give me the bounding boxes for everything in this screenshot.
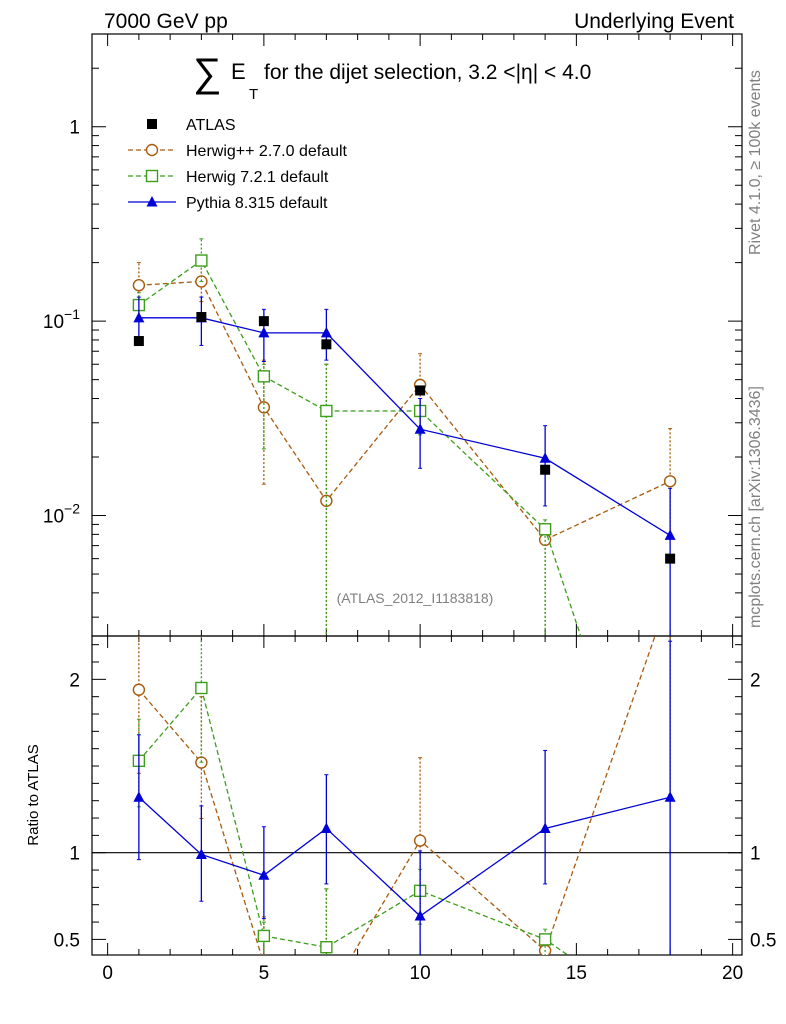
mcplots-label: mcplots.cern.ch [arXiv:1306.3436] <box>747 386 764 628</box>
x-tick-label: 15 <box>566 963 587 984</box>
data-point-atlas <box>540 464 551 475</box>
x-tick-label: 20 <box>722 963 743 984</box>
x-tick-label: 5 <box>259 963 270 984</box>
x-tick-label: 0 <box>102 963 113 984</box>
legend-label-herwig-2-7-0-default: Herwig++ 2.7.0 default <box>186 143 348 160</box>
y-tick-label-ratio: 0.5 <box>54 930 80 951</box>
ratio-axis-label: Ratio to ATLAS <box>25 744 42 845</box>
data-point-herwig-2-7-0-default <box>132 279 146 292</box>
y-tick-label-base: 10 <box>43 507 64 528</box>
ratio-point-pythia-8-315-default <box>664 791 676 802</box>
legend: ATLAS Herwig++ 2.7.0 default Herwig 7.2.1 … <box>128 117 348 212</box>
ratio-line-herwig-2-7-0-default <box>138 636 656 955</box>
chart-marks <box>92 238 742 1024</box>
data-point-atlas <box>321 339 332 350</box>
title-t-subscript: T <box>249 86 258 103</box>
ratio-point-herwig-2-7-0-default <box>413 834 427 847</box>
y-tick-label-ratio-right: 1 <box>750 844 761 865</box>
plot-frames <box>91 33 743 956</box>
y-tick-label-exponent: −2 <box>64 501 80 517</box>
process-label: Underlying Event <box>574 10 734 33</box>
legend-label-herwig-7-2-1-default: Herwig 7.2.1 default <box>186 169 329 186</box>
title-text: for the dijet selection, 3.2 <|η| < 4.0 <box>264 61 591 84</box>
data-point-atlas <box>258 316 269 327</box>
legend-marker-atlas <box>147 119 157 129</box>
legend-marker-pythia-8-315-default <box>146 196 158 207</box>
plot-title: ∑ E T for the dijet selection, 3.2 <|η| … <box>193 51 591 103</box>
title-sum-symbol: ∑ <box>193 51 222 95</box>
legend-marker-herwig-7-2-1-default <box>145 169 159 183</box>
series-line-herwig-2-7-0-default <box>138 280 671 541</box>
legend-marker-herwig-2-7-0-default <box>145 143 159 157</box>
ratio-point-herwig-2-7-0-default <box>321 993 332 1004</box>
y-tick-label-exponent: −1 <box>64 306 80 322</box>
energy-label: 7000 GeV pp <box>104 10 228 33</box>
ratio-point-herwig-7-2-1-default <box>195 681 208 695</box>
title-e-symbol: E <box>231 59 246 84</box>
data-point-atlas <box>196 312 207 323</box>
legend-label-atlas: ATLAS <box>186 117 236 134</box>
ratio-point-herwig-7-2-1-default <box>257 929 271 943</box>
ratio-point-herwig-2-7-0-default <box>132 683 146 696</box>
ratio-point-pythia-8-315-default <box>320 822 332 833</box>
data-point-pythia-8-315-default <box>539 452 551 463</box>
data-point-atlas <box>415 385 426 396</box>
data-point-atlas <box>665 553 676 564</box>
y-tick-label-ratio: 1 <box>69 844 80 865</box>
y-tick-label-main: 10−2 <box>43 501 80 528</box>
y-tick-label-base: 1 <box>69 118 80 139</box>
ratio-point-pythia-8-315-default <box>195 848 207 859</box>
ratio-point-herwig-7-2-1-default <box>320 940 333 954</box>
x-tick-label: 10 <box>410 963 431 984</box>
ratio-line-pythia-8-315-default <box>138 796 671 917</box>
ratio-panel-frame <box>91 635 743 956</box>
data-point-pythia-8-315-default <box>414 423 426 434</box>
data-point-pythia-8-315-default <box>133 311 145 323</box>
ratio-point-herwig-7-2-1-default <box>538 933 552 946</box>
ratio-point-pythia-8-315-default <box>414 909 426 921</box>
rivet-version-label: Rivet 4.1.0, ≥ 100k events <box>747 70 764 255</box>
series-line-herwig-7-2-1-default <box>138 259 582 636</box>
y-tick-label-main: 1 <box>69 118 80 139</box>
ratio-line-herwig-7-2-1-default <box>138 686 569 955</box>
y-tick-label-ratio-right: 2 <box>750 670 761 691</box>
data-point-herwig-2-7-0-default <box>663 475 677 488</box>
y-tick-label-main: 10−1 <box>43 306 80 333</box>
data-point-pythia-8-315-default <box>320 326 332 338</box>
y-tick-label-base: 10 <box>43 312 64 333</box>
y-tick-label-ratio-right: 0.5 <box>750 930 776 951</box>
data-point-atlas <box>133 336 144 347</box>
ratio-point-pythia-8-315-default <box>258 869 270 880</box>
ratio-point-pythia-8-315-default <box>539 822 551 833</box>
data-point-herwig-7-2-1-default <box>257 370 271 383</box>
series-line-pythia-8-315-default <box>138 317 671 536</box>
data-point-herwig-7-2-1-default <box>195 254 208 267</box>
ratio-point-herwig-7-2-1-default <box>665 1021 676 1024</box>
legend-label-pythia-8-315-default: Pythia 8.315 default <box>186 195 328 212</box>
analysis-id-label: (ATLAS_2012_I1183818) <box>337 590 494 606</box>
ratio-point-pythia-8-315-default <box>133 791 145 802</box>
ratio-panel-marks <box>92 636 742 1024</box>
main-panel-marks <box>132 238 677 636</box>
data-point-pythia-8-315-default <box>664 529 676 540</box>
data-point-herwig-7-2-1-default <box>320 404 333 418</box>
data-point-herwig-7-2-1-default <box>538 523 552 536</box>
data-point-pythia-8-315-default <box>258 326 270 338</box>
y-tick-label-ratio: 2 <box>69 670 80 691</box>
